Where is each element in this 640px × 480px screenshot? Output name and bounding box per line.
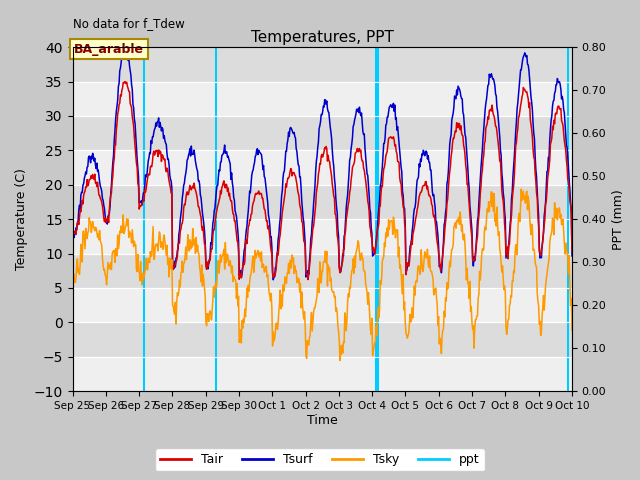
Bar xyxy=(72,357,572,391)
Bar xyxy=(72,82,572,116)
Bar xyxy=(72,219,572,253)
X-axis label: Time: Time xyxy=(307,414,338,427)
Bar xyxy=(72,150,572,185)
Text: No data for f_Tdew: No data for f_Tdew xyxy=(72,16,184,30)
Title: Temperatures, PPT: Temperatures, PPT xyxy=(251,30,394,45)
Y-axis label: Temperature (C): Temperature (C) xyxy=(15,168,28,270)
Y-axis label: PPT (mm): PPT (mm) xyxy=(612,189,625,250)
Text: BA_arable: BA_arable xyxy=(74,43,144,56)
Bar xyxy=(72,288,572,322)
Legend: Tair, Tsurf, Tsky, ppt: Tair, Tsurf, Tsky, ppt xyxy=(155,448,485,471)
